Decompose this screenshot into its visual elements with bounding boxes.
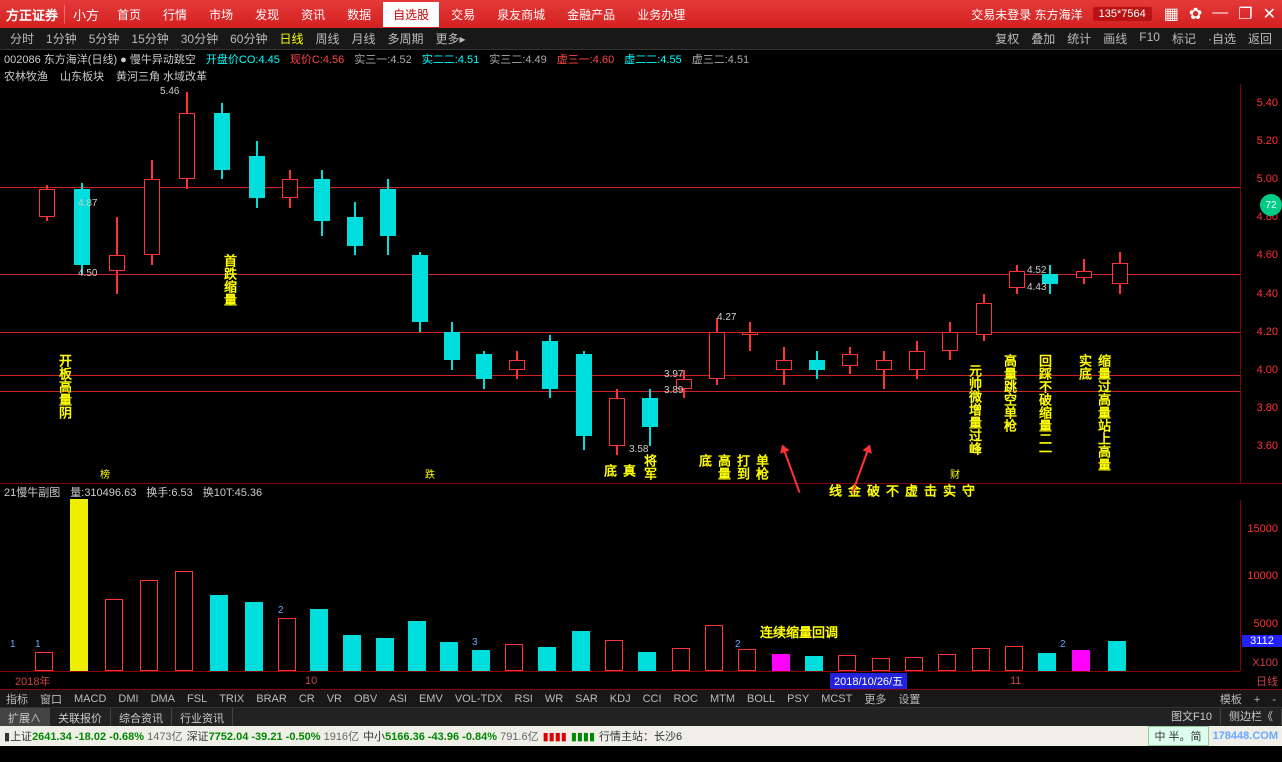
ind-MCST[interactable]: MCST: [815, 692, 858, 706]
ind-设置[interactable]: 设置: [892, 690, 926, 708]
period-10[interactable]: 更多▸: [430, 28, 472, 49]
tab-3[interactable]: 行业资讯: [172, 708, 233, 726]
annotation: 守实击虚不破金线: [825, 484, 977, 497]
annotation: 单枪打到高量底: [695, 454, 771, 483]
period-5[interactable]: 60分钟: [224, 28, 273, 49]
ind-WR[interactable]: WR: [539, 692, 569, 706]
top-nav: 首页行情市场发现资讯数据自选股交易泉友商城金融产品业务办理: [107, 2, 695, 27]
period-4[interactable]: 30分钟: [175, 28, 224, 49]
tool-画线[interactable]: 画线: [1097, 28, 1133, 49]
ind-ASI[interactable]: ASI: [383, 692, 413, 706]
ind-CR[interactable]: CR: [293, 692, 321, 706]
dims-tag: 135*7564: [1093, 7, 1152, 21]
timeline: 2018年 10 2018/10/26/五 11 日线: [0, 671, 1240, 689]
ind-DMA[interactable]: DMA: [145, 692, 181, 706]
annotation: 缩量过高量站上高量实底: [1075, 354, 1113, 483]
ind-更多[interactable]: 更多: [858, 690, 892, 708]
annotation: 真底: [600, 464, 638, 483]
tab-2[interactable]: 综合资讯: [111, 708, 172, 726]
ind-OBV[interactable]: OBV: [348, 692, 383, 706]
period-toolbar: 分时1分钟5分钟15分钟30分钟60分钟日线周线月线多周期更多▸ 复权叠加统计画…: [0, 28, 1282, 50]
site-label: 行情主站：长沙6: [599, 728, 682, 744]
watermark-url: 178448.COM: [1213, 730, 1278, 742]
ime-badge: 中 半。简: [1148, 726, 1209, 746]
period-0[interactable]: 分时: [4, 28, 40, 49]
nav-市场[interactable]: 市场: [199, 2, 243, 27]
period-7[interactable]: 周线: [309, 28, 345, 49]
nav-交易[interactable]: 交易: [441, 2, 485, 27]
period-3[interactable]: 15分钟: [125, 28, 174, 49]
period-2[interactable]: 5分钟: [83, 28, 126, 49]
login-status[interactable]: 交易未登录 东方海洋: [961, 6, 1092, 23]
tool-复权[interactable]: 复权: [989, 28, 1025, 49]
min-icon[interactable]: —: [1212, 4, 1228, 24]
period-6[interactable]: 日线: [273, 28, 309, 49]
ind-PSY[interactable]: PSY: [781, 692, 815, 706]
grid-icon[interactable]: ▦: [1164, 4, 1179, 24]
tags: 农林牧渔山东板块黄河三角 水域改革: [0, 68, 1282, 84]
period-1[interactable]: 1分钟: [40, 28, 83, 49]
nav-资讯[interactable]: 资讯: [291, 2, 335, 27]
tool-统计[interactable]: 统计: [1061, 28, 1097, 49]
tool-F10[interactable]: F10: [1133, 28, 1166, 49]
close-icon[interactable]: ✕: [1263, 4, 1276, 24]
window-buttons: ▦ ✿ — ❐ ✕: [1156, 4, 1276, 24]
ind-MACD[interactable]: MACD: [68, 692, 112, 706]
gear-icon[interactable]: ✿: [1189, 4, 1202, 24]
ind-EMV[interactable]: EMV: [413, 692, 449, 706]
nav-自选股[interactable]: 自选股: [383, 2, 439, 27]
ind-DMI[interactable]: DMI: [112, 692, 144, 706]
ind-KDJ[interactable]: KDJ: [604, 692, 637, 706]
nav-泉友商城[interactable]: 泉友商城: [487, 2, 555, 27]
annotation: 回踩不破缩量二一: [1035, 354, 1054, 458]
nav-首页[interactable]: 首页: [107, 2, 151, 27]
period-8[interactable]: 月线: [346, 28, 382, 49]
nav-业务办理[interactable]: 业务办理: [627, 2, 695, 27]
tab-0[interactable]: 扩展∧: [0, 708, 50, 726]
tab-1[interactable]: 关联报价: [50, 708, 111, 726]
annotation: 元帅微增量过峰: [965, 364, 984, 455]
ind-VOL-TDX[interactable]: VOL-TDX: [449, 692, 509, 706]
tool-返回[interactable]: 返回: [1242, 28, 1278, 49]
nav-金融产品[interactable]: 金融产品: [557, 2, 625, 27]
tool-·自选[interactable]: ·自选: [1202, 28, 1242, 49]
max-icon[interactable]: ❐: [1238, 4, 1252, 24]
annotation: 高量跳空单枪: [1000, 354, 1019, 432]
period-9[interactable]: 多周期: [382, 28, 430, 49]
brand: 小方: [65, 5, 107, 24]
ind-ROC[interactable]: ROC: [668, 692, 704, 706]
ind-RSI[interactable]: RSI: [509, 692, 539, 706]
tool-叠加[interactable]: 叠加: [1025, 28, 1061, 49]
ind-FSL[interactable]: FSL: [181, 692, 213, 706]
tab-bar: 扩展∧关联报价综合资讯行业资讯图文F10侧边栏《: [0, 708, 1282, 726]
ind-CCI[interactable]: CCI: [637, 692, 668, 706]
indicator-bar: 指标窗口MACDDMIDMAFSLTRIXBRARCRVROBVASIEMVVO…: [0, 690, 1282, 708]
annotation: 开板高量阴: [55, 354, 74, 419]
k-chart: 4.874.505.463.973.893.584.274.524.43开板高量…: [0, 84, 1282, 484]
badge-72: 72: [1260, 194, 1282, 216]
titlebar: 方正证券 小方 首页行情市场发现资讯数据自选股交易泉友商城金融产品业务办理 交易…: [0, 0, 1282, 28]
ind-BOLL[interactable]: BOLL: [741, 692, 781, 706]
ind-BRAR[interactable]: BRAR: [250, 692, 293, 706]
annotation: 首跌缩量: [220, 254, 239, 306]
ind-指标[interactable]: 指标: [0, 690, 34, 708]
status-bar: ▮上证2641.34 -18.02 -0.68% 1473亿 深证7752.04…: [0, 726, 1282, 746]
ind-TRIX[interactable]: TRIX: [213, 692, 250, 706]
annotation: 将军: [640, 454, 659, 480]
logo: 方正证券: [6, 5, 65, 24]
ind-窗口[interactable]: 窗口: [34, 690, 68, 708]
ind-SAR[interactable]: SAR: [569, 692, 604, 706]
nav-数据[interactable]: 数据: [337, 2, 381, 27]
info-line: 002086 东方海洋(日线) ● 慢牛异动跳空 开盘价CO:4.45 现价C:…: [0, 50, 1282, 68]
ind-VR[interactable]: VR: [321, 692, 348, 706]
nav-行情[interactable]: 行情: [153, 2, 197, 27]
ind-MTM[interactable]: MTM: [704, 692, 741, 706]
vol-chart: 112322连续缩量回调 150001000050003112X100 2018…: [0, 500, 1282, 690]
tool-标记[interactable]: 标记: [1166, 28, 1202, 49]
vol-header: 21慢牛副图 量:310496.63 换手:6.53 换10T:45.36: [0, 484, 1282, 500]
nav-发现[interactable]: 发现: [245, 2, 289, 27]
